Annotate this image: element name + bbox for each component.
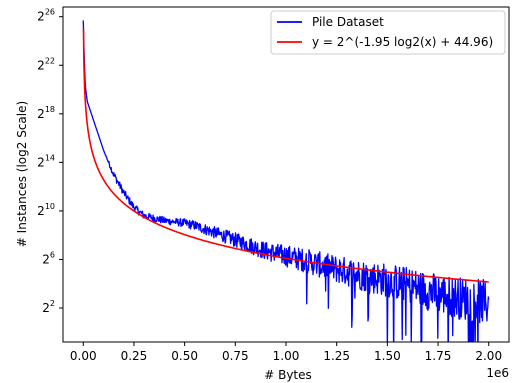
y-tick-label: 210: [37, 202, 55, 218]
y-tick-label: 218: [37, 105, 55, 121]
legend-box: [270, 10, 506, 55]
x-tick-label: 1.75: [425, 349, 452, 363]
x-tick-label: 2.00: [475, 349, 502, 363]
x-tick-label: 0.25: [121, 349, 148, 363]
x-tick-label: 0.75: [222, 349, 249, 363]
series-pile-dataset: [82, 20, 490, 342]
x-axis: 0.00 0.25 0.50 0.75 1.00 1.25 1.50 1.75 2.00: [70, 342, 502, 363]
y-tick-label: 226: [37, 8, 55, 24]
y-axis: 22 26 210 214 218 222 226: [37, 8, 63, 315]
x-tick-label: 0.50: [171, 349, 198, 363]
legend-entry-pile: Pile Dataset: [312, 15, 384, 29]
y-tick-label: 26: [42, 250, 55, 266]
legend-entry-fit: y = 2^(-1.95 log2(x) + 44.96): [312, 35, 493, 49]
x-tick-label: 1.00: [273, 349, 300, 363]
legend: Pile Dataset y = 2^(-1.95 log2(x) + 44.9…: [270, 10, 506, 55]
x-tick-label: 1.50: [374, 349, 401, 363]
x-axis-label: # Bytes: [264, 368, 312, 382]
series-layer: [82, 20, 490, 342]
x-tick-label: 0.00: [70, 349, 97, 363]
series-power-law-fit: [82, 28, 489, 283]
y-tick-label: 214: [37, 153, 55, 169]
x-tick-label: 1.25: [323, 349, 350, 363]
y-tick-label: 22: [42, 299, 55, 315]
y-tick-label: 222: [37, 56, 55, 72]
x-offset-label: 1e6: [486, 366, 509, 380]
y-axis-label: # Instances (log2 Scale): [15, 101, 29, 247]
